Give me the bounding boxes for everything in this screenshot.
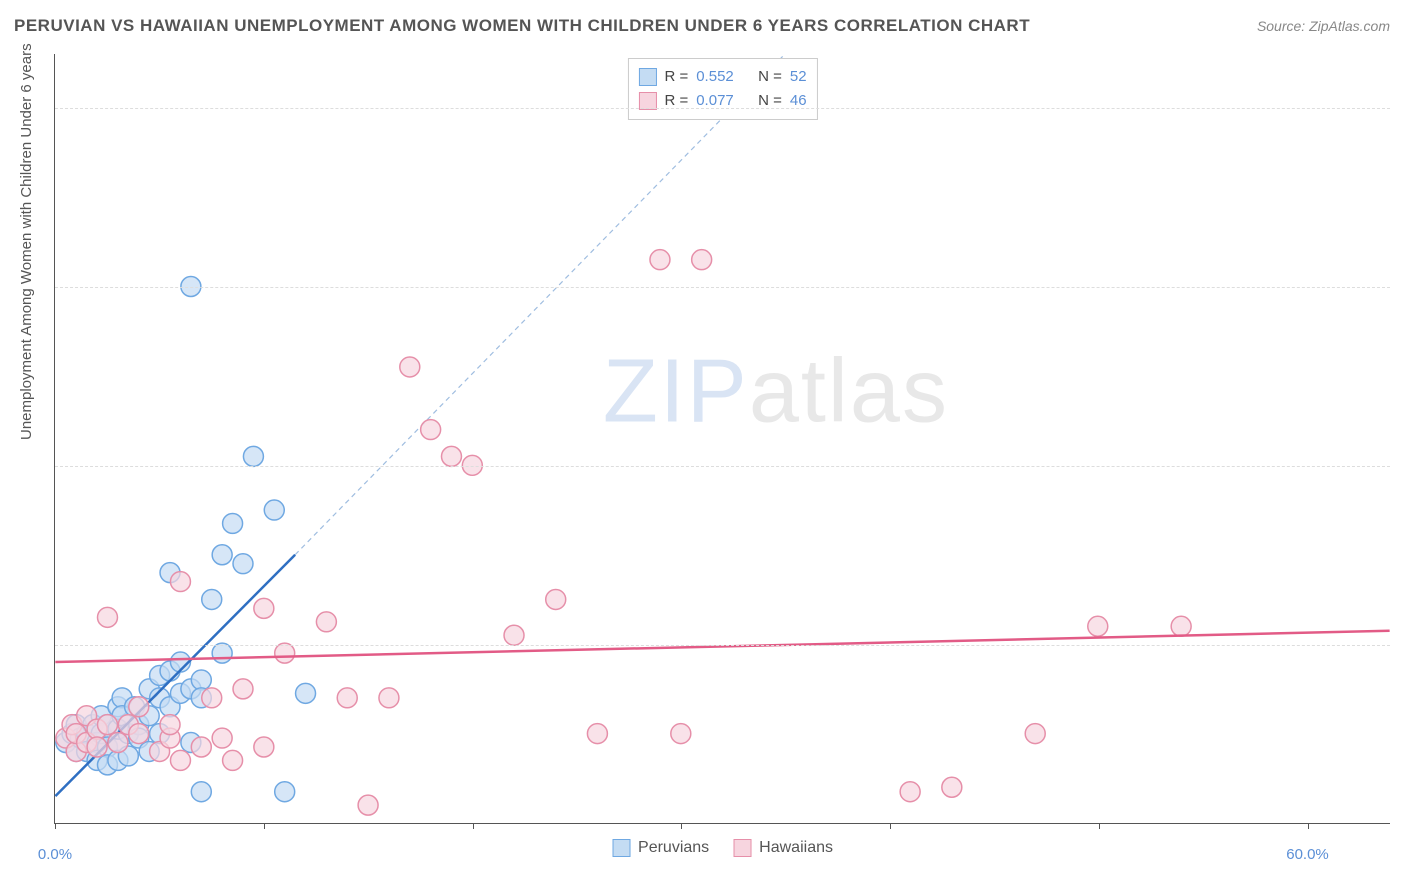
legend-stats: R = 0.552 N = 52 R = 0.077 N = 46 <box>627 58 817 120</box>
r-value: 0.552 <box>696 65 734 89</box>
data-point <box>1025 724 1045 744</box>
n-value: 46 <box>790 89 807 113</box>
data-point <box>98 715 118 735</box>
data-point <box>650 250 670 270</box>
x-tick <box>1099 823 1100 829</box>
y-axis-label: Unemployment Among Women with Children U… <box>18 43 35 440</box>
data-point <box>264 500 284 520</box>
data-point <box>275 643 295 663</box>
legend-stat-row: R = 0.077 N = 46 <box>638 89 806 113</box>
legend-label: Peruvians <box>638 839 709 857</box>
data-point <box>212 545 232 565</box>
r-label: R = <box>664 65 688 89</box>
data-point <box>316 612 336 632</box>
data-point <box>129 697 149 717</box>
legend-swatch <box>638 68 656 86</box>
x-tick <box>264 823 265 829</box>
data-point <box>1171 616 1191 636</box>
source-attribution: Source: ZipAtlas.com <box>1257 18 1390 34</box>
n-label: N = <box>758 65 782 89</box>
data-point <box>441 446 461 466</box>
trend-line-extension <box>295 54 785 555</box>
r-value: 0.077 <box>696 89 734 113</box>
data-point <box>160 715 180 735</box>
data-point <box>108 733 128 753</box>
data-point <box>1088 616 1108 636</box>
legend-series: Peruvians Hawaiians <box>612 839 833 857</box>
data-point <box>233 554 253 574</box>
data-point <box>275 782 295 802</box>
data-point <box>87 737 107 757</box>
data-point <box>692 250 712 270</box>
gridline <box>55 108 1390 109</box>
trend-line <box>55 631 1389 662</box>
x-tick <box>55 823 56 829</box>
data-point <box>191 782 211 802</box>
data-point <box>296 683 316 703</box>
x-tick <box>473 823 474 829</box>
x-tick <box>890 823 891 829</box>
data-point <box>202 688 222 708</box>
data-point <box>337 688 357 708</box>
plot-area: ZIPatlas R =0.552 N =52R =0.077 N =46 20… <box>54 54 1390 824</box>
legend-item: Hawaiians <box>733 839 833 857</box>
legend-swatch <box>612 839 630 857</box>
n-value: 52 <box>790 65 807 89</box>
data-point <box>671 724 691 744</box>
data-point <box>254 598 274 618</box>
x-tick <box>681 823 682 829</box>
data-point <box>223 750 243 770</box>
chart-title: PERUVIAN VS HAWAIIAN UNEMPLOYMENT AMONG … <box>14 16 1030 36</box>
data-point <box>129 724 149 744</box>
data-point <box>212 643 232 663</box>
data-point <box>546 589 566 609</box>
data-point <box>170 750 190 770</box>
x-tick-label: 60.0% <box>1286 846 1329 863</box>
data-point <box>900 782 920 802</box>
data-point <box>202 589 222 609</box>
data-point <box>587 724 607 744</box>
gridline <box>55 645 1390 646</box>
r-label: R = <box>664 89 688 113</box>
x-tick <box>1308 823 1309 829</box>
data-point <box>98 607 118 627</box>
data-point <box>421 420 441 440</box>
legend-label: Hawaiians <box>759 839 833 857</box>
legend-swatch <box>733 839 751 857</box>
legend-stat-row: R = 0.552 N = 52 <box>638 65 806 89</box>
data-point <box>191 670 211 690</box>
gridline <box>55 466 1390 467</box>
gridline <box>55 287 1390 288</box>
chart-container: PERUVIAN VS HAWAIIAN UNEMPLOYMENT AMONG … <box>0 0 1406 892</box>
data-point <box>223 513 243 533</box>
data-point <box>942 777 962 797</box>
data-point <box>254 737 274 757</box>
data-point <box>212 728 232 748</box>
data-point <box>358 795 378 815</box>
n-label: N = <box>758 89 782 113</box>
data-point <box>191 737 211 757</box>
data-point <box>170 572 190 592</box>
data-point <box>400 357 420 377</box>
data-point <box>233 679 253 699</box>
data-point <box>243 446 263 466</box>
data-point <box>504 625 524 645</box>
legend-item: Peruvians <box>612 839 709 857</box>
x-tick-label: 0.0% <box>38 846 72 863</box>
plot-svg <box>55 54 1390 823</box>
data-point <box>379 688 399 708</box>
